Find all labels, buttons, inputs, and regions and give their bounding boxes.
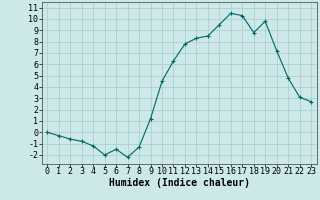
X-axis label: Humidex (Indice chaleur): Humidex (Indice chaleur)	[109, 178, 250, 188]
